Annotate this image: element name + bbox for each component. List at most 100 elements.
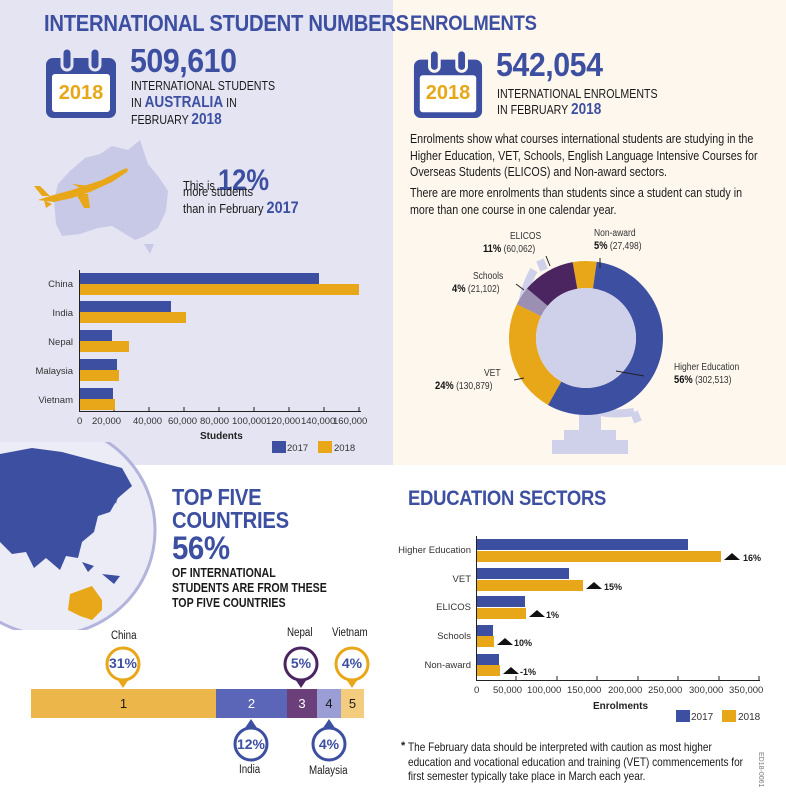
- category-label: Nepal: [48, 337, 73, 348]
- change-label-schools: 10%: [514, 638, 533, 648]
- segment-nepal: 3: [287, 689, 317, 718]
- donut-label-nonaward-value: 5% (27,498): [594, 240, 642, 252]
- top-five-desc-2: STUDENTS ARE FROM THESE: [172, 581, 327, 595]
- pin-marker-india: [232, 718, 270, 762]
- bar-vietnam-2017: [80, 388, 113, 399]
- pin-marker-malaysia: [310, 718, 348, 762]
- category-label: India: [52, 308, 73, 319]
- bar-india-2018: [80, 312, 186, 323]
- calendar-year: 2018: [425, 82, 471, 104]
- education-sectors-chart: [476, 536, 766, 682]
- donut-label-he-value: 56% (302,513): [674, 374, 732, 386]
- pin-pct-china: 31%: [108, 655, 138, 671]
- enrolments-desc-2: IN FEBRUARY 2018: [497, 101, 602, 118]
- legend-label-2018: 2018: [334, 443, 356, 454]
- student-numbers-title: INTERNATIONAL STUDENT NUMBERS: [44, 10, 409, 36]
- x-tick: 150,000: [567, 685, 602, 696]
- legend-label-2018: 2018: [738, 712, 761, 723]
- student-total: 509,610: [130, 42, 237, 79]
- change-label-nonaward: -1%: [520, 667, 537, 677]
- enrolments-title: ENROLMENTS: [410, 12, 537, 35]
- x-tick: 160,000: [333, 416, 368, 427]
- airplane-icon: [32, 160, 132, 210]
- x-tick: 350,000: [729, 685, 764, 696]
- legend-swatch-2018: [722, 710, 736, 722]
- pin-label-china: China: [111, 630, 137, 642]
- donut-label-he-name: Higher Education: [674, 362, 740, 373]
- document-code: ED18-0061: [757, 752, 764, 788]
- change-label-elicos: 1%: [546, 610, 560, 620]
- category-label: Vietnam: [38, 395, 73, 406]
- x-tick: 140,000: [301, 416, 336, 427]
- bar-china-2018: [80, 284, 359, 295]
- pin-marker-nepal: [282, 646, 320, 690]
- change-label-vet: 15%: [604, 582, 623, 592]
- category-label: China: [48, 279, 73, 290]
- x-tick: 40,000: [133, 416, 163, 427]
- category-label: Non-award: [424, 660, 471, 671]
- segment-vietnam: 5: [341, 689, 364, 718]
- category-label: Schools: [437, 631, 471, 642]
- student-total-desc-3: FEBRUARY 2018: [131, 111, 222, 128]
- bar-india-2017: [80, 301, 171, 312]
- bar-china-2017: [80, 273, 319, 284]
- pin-label-malaysia: Malaysia: [309, 765, 348, 777]
- pin-marker-vietnam: [333, 646, 371, 690]
- pin-label-nepal: Nepal: [287, 627, 313, 639]
- x-tick: 300,000: [689, 685, 724, 696]
- asia-globe-icon: [0, 442, 158, 630]
- top-five-title-1: TOP FIVE: [172, 484, 262, 510]
- growth-line-1: This is 12%: [183, 164, 270, 197]
- legend-swatch-2018: [318, 441, 332, 453]
- pin-marker-china: [104, 646, 142, 690]
- donut-label-elicos-name: ELICOS: [510, 231, 542, 242]
- legend-swatch-2017: [272, 441, 286, 453]
- bar-malaysia-2018: [80, 370, 119, 381]
- top-five-pct: 56%: [172, 530, 230, 566]
- pin-pct-nepal: 5%: [290, 655, 312, 671]
- donut-label-vet-name: VET: [484, 368, 501, 379]
- student-total-desc-2: IN AUSTRALIA IN: [131, 94, 237, 111]
- category-label: VET: [452, 574, 471, 585]
- growth-line-3: than in February 2017: [183, 198, 299, 217]
- students-by-country-chart: [79, 270, 361, 412]
- education-sectors-title: EDUCATION SECTORS: [408, 487, 607, 510]
- footnote-marker: *: [401, 740, 406, 752]
- donut-label-elicos-value: 11% (60,062): [483, 243, 536, 255]
- x-tick: 50,000: [493, 685, 523, 696]
- pin-pct-malaysia: 4%: [318, 736, 340, 752]
- x-tick: 60,000: [168, 416, 198, 427]
- calendar-icon: [411, 48, 485, 120]
- enrolments-donut-chart: [486, 226, 706, 460]
- change-label-he: 16%: [743, 553, 762, 563]
- segment-china: 1: [31, 689, 216, 718]
- calendar-year: 2018: [58, 82, 104, 104]
- footnote-text: The February data should be interpreted …: [408, 740, 743, 783]
- x-tick: 80,000: [200, 416, 230, 427]
- bar-nepal-2018: [80, 341, 129, 352]
- student-total-desc-1: INTERNATIONAL STUDENTS: [131, 79, 276, 93]
- pin-pct-india: 12%: [236, 736, 266, 752]
- enrolments-total: 542,054: [496, 46, 603, 83]
- australia-map-icon: [40, 136, 180, 261]
- x-tick: 0: [77, 416, 83, 427]
- x-tick: 100,000: [232, 416, 267, 427]
- x-axis-label: Enrolments: [593, 701, 649, 712]
- x-tick: 200,000: [608, 685, 643, 696]
- donut-label-schools-name: Schools: [473, 271, 504, 282]
- pin-pct-vietnam: 4%: [341, 655, 363, 671]
- legend-label-2017: 2017: [287, 443, 309, 454]
- legend-swatch-2017: [676, 710, 690, 722]
- growth-line-2: more students: [183, 184, 254, 199]
- enrolments-desc-1: INTERNATIONAL ENROLMENTS: [497, 87, 658, 101]
- category-label: ELICOS: [436, 602, 471, 613]
- category-label: Malaysia: [35, 366, 74, 377]
- donut-label-vet-value: 24% (130,879): [435, 380, 493, 392]
- pin-label-india: India: [239, 764, 261, 776]
- x-axis-label: Students: [200, 431, 243, 442]
- x-tick: 250,000: [648, 685, 683, 696]
- bar-nepal-2017: [80, 330, 112, 341]
- enrolments-paragraph-2: There are more enrolments than students …: [410, 186, 743, 217]
- bar-malaysia-2017: [80, 359, 117, 370]
- enrolments-paragraph-1: Enrolments show what courses internation…: [410, 132, 758, 179]
